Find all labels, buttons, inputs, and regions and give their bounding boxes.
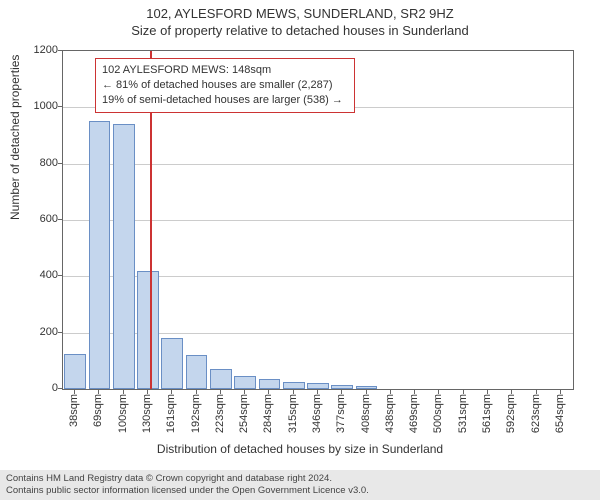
histogram-bar xyxy=(307,383,329,389)
x-tick-mark xyxy=(244,390,245,394)
annotation-line: 102 AYLESFORD MEWS: 148sqm xyxy=(102,63,348,78)
y-tick-label: 800 xyxy=(18,157,58,169)
x-tick-mark xyxy=(98,390,99,394)
x-tick-mark xyxy=(74,390,75,394)
x-tick-label: 38sqm xyxy=(68,394,80,427)
footer-line-2: Contains public sector information licen… xyxy=(6,485,594,497)
annotation-line: 19% of semi-detached houses are larger (… xyxy=(102,93,348,108)
y-tick-mark xyxy=(58,275,62,276)
chart-title: 102, AYLESFORD MEWS, SUNDERLAND, SR2 9HZ xyxy=(0,0,600,23)
y-tick-label: 200 xyxy=(18,326,58,338)
x-tick-mark xyxy=(511,390,512,394)
gridline xyxy=(63,164,573,165)
histogram-bar xyxy=(186,355,208,389)
gridline xyxy=(63,220,573,221)
x-tick-label: 377sqm xyxy=(335,394,347,433)
histogram-bar xyxy=(161,338,183,389)
histogram-bar xyxy=(331,385,353,389)
histogram-bar xyxy=(137,271,159,389)
x-tick-mark xyxy=(366,390,367,394)
y-tick-label: 400 xyxy=(18,269,58,281)
y-tick-label: 0 xyxy=(18,382,58,394)
x-tick-mark xyxy=(560,390,561,394)
x-tick-mark xyxy=(438,390,439,394)
x-tick-label: 192sqm xyxy=(190,394,202,433)
x-tick-label: 438sqm xyxy=(384,394,396,433)
x-tick-label: 531sqm xyxy=(457,394,469,433)
x-tick-label: 161sqm xyxy=(165,394,177,433)
histogram-bar xyxy=(113,124,135,389)
x-tick-mark xyxy=(147,390,148,394)
x-tick-mark xyxy=(171,390,172,394)
x-tick-label: 315sqm xyxy=(287,394,299,433)
x-tick-label: 100sqm xyxy=(117,394,129,433)
histogram-bar xyxy=(283,382,305,389)
x-tick-mark xyxy=(536,390,537,394)
annotation-line: ← 81% of detached houses are smaller (2,… xyxy=(102,78,348,93)
y-tick-label: 600 xyxy=(18,213,58,225)
histogram-bar xyxy=(89,121,111,389)
chart-subtitle: Size of property relative to detached ho… xyxy=(0,23,600,42)
x-tick-label: 623sqm xyxy=(530,394,542,433)
histogram-bar xyxy=(210,369,232,389)
x-tick-label: 561sqm xyxy=(481,394,493,433)
x-tick-mark xyxy=(463,390,464,394)
x-tick-label: 254sqm xyxy=(238,394,250,433)
x-tick-label: 500sqm xyxy=(432,394,444,433)
x-tick-label: 284sqm xyxy=(262,394,274,433)
y-tick-mark xyxy=(58,163,62,164)
footer-line-1: Contains HM Land Registry data © Crown c… xyxy=(6,473,594,485)
y-tick-mark xyxy=(58,50,62,51)
y-axis-label: Number of detached properties xyxy=(8,55,22,220)
histogram-bar xyxy=(234,376,256,389)
histogram-bar xyxy=(259,379,281,389)
x-tick-label: 592sqm xyxy=(505,394,517,433)
x-axis-label: Distribution of detached houses by size … xyxy=(0,442,600,456)
histogram-bar xyxy=(356,386,378,389)
y-tick-mark xyxy=(58,106,62,107)
x-tick-label: 408sqm xyxy=(360,394,372,433)
x-tick-label: 469sqm xyxy=(408,394,420,433)
x-tick-label: 654sqm xyxy=(554,394,566,433)
x-tick-label: 69sqm xyxy=(92,394,104,427)
chart-container: 102, AYLESFORD MEWS, SUNDERLAND, SR2 9HZ… xyxy=(0,0,600,500)
x-tick-mark xyxy=(390,390,391,394)
x-tick-mark xyxy=(317,390,318,394)
x-tick-mark xyxy=(268,390,269,394)
y-tick-mark xyxy=(58,219,62,220)
annotation-box: 102 AYLESFORD MEWS: 148sqm← 81% of detac… xyxy=(95,58,355,113)
x-tick-label: 223sqm xyxy=(214,394,226,433)
footer-attribution: Contains HM Land Registry data © Crown c… xyxy=(0,470,600,500)
x-tick-mark xyxy=(196,390,197,394)
x-tick-mark xyxy=(220,390,221,394)
x-tick-mark xyxy=(123,390,124,394)
y-tick-label: 1000 xyxy=(18,100,58,112)
y-tick-mark xyxy=(58,332,62,333)
x-tick-label: 346sqm xyxy=(311,394,323,433)
y-tick-mark xyxy=(58,388,62,389)
x-tick-mark xyxy=(341,390,342,394)
x-tick-mark xyxy=(293,390,294,394)
y-tick-label: 1200 xyxy=(18,44,58,56)
histogram-bar xyxy=(64,354,86,389)
x-tick-label: 130sqm xyxy=(141,394,153,433)
x-tick-mark xyxy=(414,390,415,394)
x-tick-mark xyxy=(487,390,488,394)
